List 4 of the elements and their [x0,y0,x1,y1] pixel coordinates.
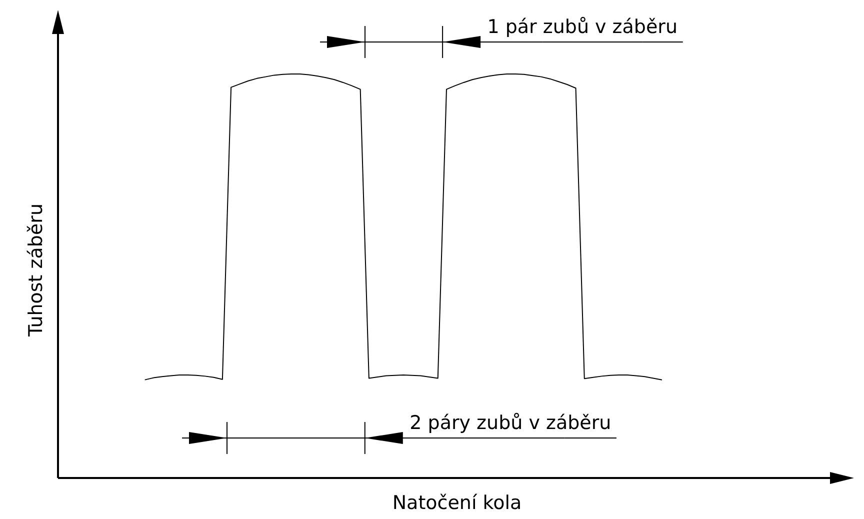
text: 1 pár zubů v záběru [487,15,678,39]
y-axis-title: Tuhost záběru [24,202,48,339]
annotation: 2 páry zubů v záběru [410,411,612,435]
x-axis-title: Natočení kola [391,492,523,514]
